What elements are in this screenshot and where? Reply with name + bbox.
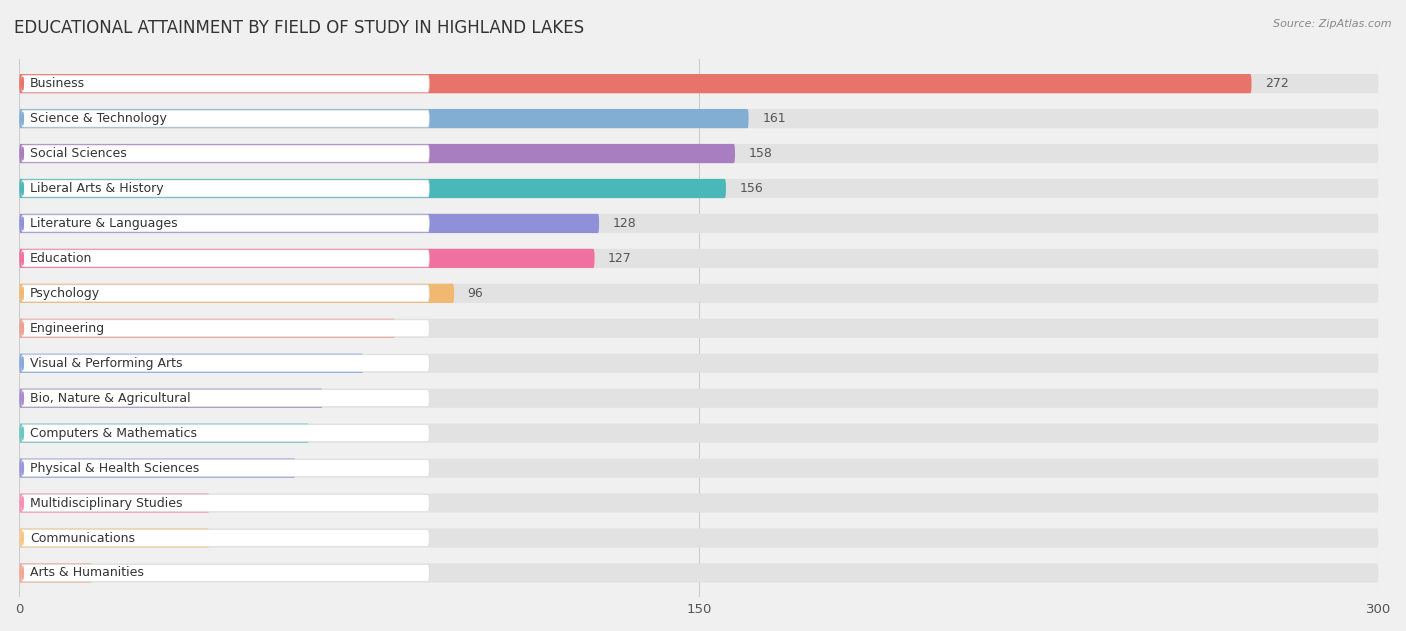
Text: 156: 156 (740, 182, 763, 195)
FancyBboxPatch shape (20, 284, 454, 303)
FancyBboxPatch shape (20, 353, 364, 373)
Text: 67: 67 (336, 392, 353, 404)
FancyBboxPatch shape (20, 353, 1378, 373)
Circle shape (21, 427, 24, 440)
FancyBboxPatch shape (21, 459, 429, 476)
Text: Science & Technology: Science & Technology (30, 112, 167, 125)
FancyBboxPatch shape (20, 249, 595, 268)
FancyBboxPatch shape (20, 563, 1378, 582)
Text: 161: 161 (762, 112, 786, 125)
Circle shape (21, 77, 24, 90)
FancyBboxPatch shape (21, 180, 429, 197)
FancyBboxPatch shape (20, 528, 209, 548)
Text: Business: Business (30, 77, 86, 90)
Text: 42: 42 (224, 497, 239, 510)
Text: 272: 272 (1265, 77, 1289, 90)
FancyBboxPatch shape (20, 74, 1378, 93)
FancyBboxPatch shape (20, 493, 209, 512)
Text: 61: 61 (309, 462, 325, 475)
FancyBboxPatch shape (21, 565, 429, 581)
Text: 96: 96 (468, 287, 484, 300)
FancyBboxPatch shape (21, 75, 429, 92)
FancyBboxPatch shape (20, 249, 1378, 268)
FancyBboxPatch shape (20, 179, 1378, 198)
Text: Communications: Communications (30, 531, 135, 545)
Circle shape (21, 182, 24, 195)
FancyBboxPatch shape (20, 144, 1378, 163)
Circle shape (21, 217, 24, 230)
Text: Engineering: Engineering (30, 322, 105, 335)
Text: 76: 76 (377, 357, 394, 370)
FancyBboxPatch shape (20, 74, 1251, 93)
Text: 128: 128 (613, 217, 637, 230)
Circle shape (21, 287, 24, 300)
FancyBboxPatch shape (20, 389, 1378, 408)
Circle shape (21, 462, 24, 475)
Text: Visual & Performing Arts: Visual & Performing Arts (30, 357, 183, 370)
FancyBboxPatch shape (21, 390, 429, 406)
FancyBboxPatch shape (20, 109, 748, 128)
Circle shape (21, 392, 24, 404)
FancyBboxPatch shape (21, 145, 429, 162)
FancyBboxPatch shape (21, 355, 429, 372)
FancyBboxPatch shape (20, 214, 599, 233)
Text: Education: Education (30, 252, 93, 265)
FancyBboxPatch shape (20, 319, 1378, 338)
FancyBboxPatch shape (20, 319, 395, 338)
FancyBboxPatch shape (21, 110, 429, 127)
Circle shape (21, 252, 24, 265)
FancyBboxPatch shape (20, 179, 725, 198)
FancyBboxPatch shape (20, 459, 1378, 478)
Text: 127: 127 (609, 252, 631, 265)
Circle shape (21, 112, 24, 125)
FancyBboxPatch shape (20, 528, 1378, 548)
FancyBboxPatch shape (20, 423, 309, 443)
Circle shape (21, 497, 24, 509)
FancyBboxPatch shape (20, 563, 91, 582)
FancyBboxPatch shape (21, 285, 429, 302)
Circle shape (21, 147, 24, 160)
Circle shape (21, 567, 24, 579)
FancyBboxPatch shape (20, 214, 1378, 233)
Text: 42: 42 (224, 531, 239, 545)
Circle shape (21, 322, 24, 334)
Text: 64: 64 (323, 427, 339, 440)
FancyBboxPatch shape (21, 215, 429, 232)
Text: EDUCATIONAL ATTAINMENT BY FIELD OF STUDY IN HIGHLAND LAKES: EDUCATIONAL ATTAINMENT BY FIELD OF STUDY… (14, 19, 583, 37)
Circle shape (21, 357, 24, 370)
Text: Computers & Mathematics: Computers & Mathematics (30, 427, 197, 440)
Text: Psychology: Psychology (30, 287, 100, 300)
FancyBboxPatch shape (20, 389, 323, 408)
Text: Bio, Nature & Agricultural: Bio, Nature & Agricultural (30, 392, 191, 404)
Text: Physical & Health Sciences: Physical & Health Sciences (30, 462, 200, 475)
Text: Liberal Arts & History: Liberal Arts & History (30, 182, 163, 195)
Text: 158: 158 (748, 147, 772, 160)
FancyBboxPatch shape (21, 320, 429, 337)
FancyBboxPatch shape (20, 284, 1378, 303)
FancyBboxPatch shape (20, 109, 1378, 128)
FancyBboxPatch shape (20, 493, 1378, 512)
FancyBboxPatch shape (20, 459, 295, 478)
FancyBboxPatch shape (20, 423, 1378, 443)
FancyBboxPatch shape (21, 495, 429, 512)
Text: 83: 83 (409, 322, 425, 335)
Text: Arts & Humanities: Arts & Humanities (30, 567, 143, 579)
FancyBboxPatch shape (21, 250, 429, 267)
Circle shape (21, 532, 24, 545)
FancyBboxPatch shape (21, 529, 429, 546)
FancyBboxPatch shape (21, 425, 429, 442)
Text: Source: ZipAtlas.com: Source: ZipAtlas.com (1274, 19, 1392, 29)
Text: 16: 16 (105, 567, 121, 579)
Text: Literature & Languages: Literature & Languages (30, 217, 177, 230)
Text: Social Sciences: Social Sciences (30, 147, 127, 160)
Text: Multidisciplinary Studies: Multidisciplinary Studies (30, 497, 183, 510)
FancyBboxPatch shape (20, 144, 735, 163)
